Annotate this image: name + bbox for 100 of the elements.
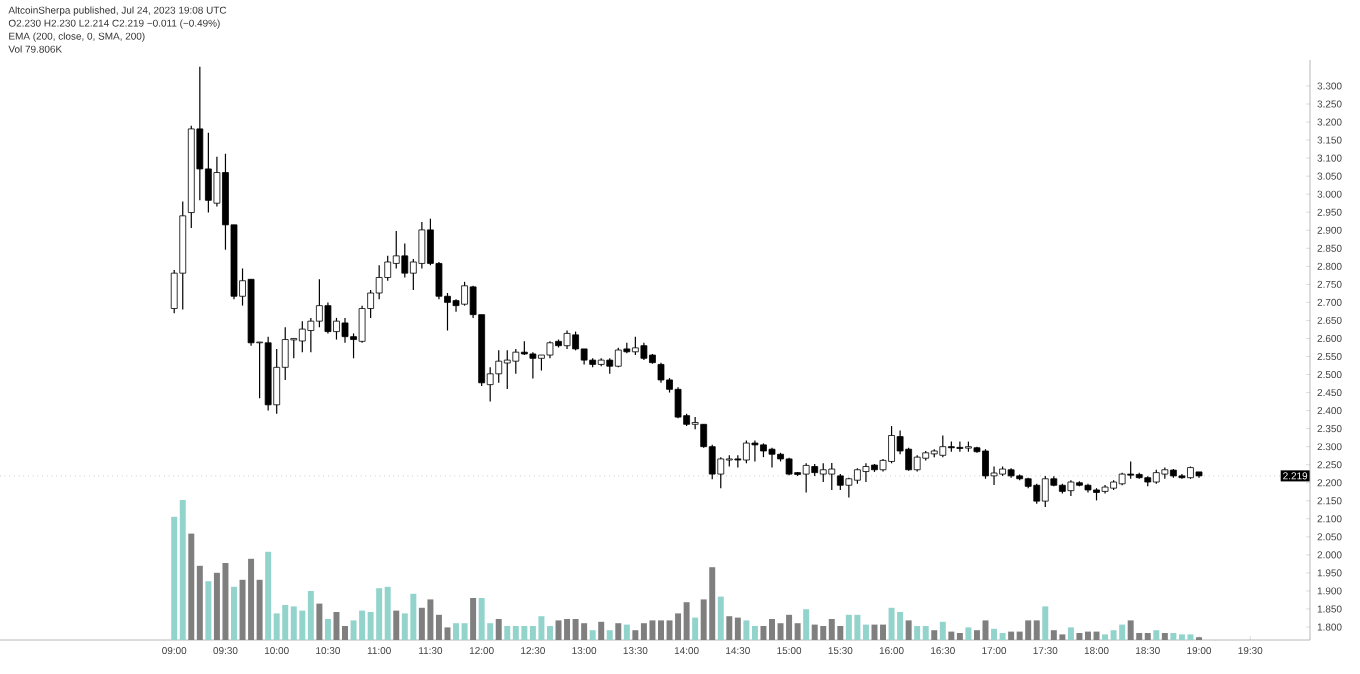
bar [606,630,613,640]
candlestick [298,320,306,353]
bar [1059,634,1066,640]
candlestick [1033,483,1041,505]
bar [1178,634,1185,640]
bar [948,631,955,640]
bar [1042,606,1049,640]
bar [914,626,921,640]
bar [803,609,810,640]
bar [1076,633,1083,640]
bar [965,627,972,640]
bar [376,588,383,640]
bar [871,624,878,640]
bar [1025,620,1032,640]
bar [939,621,946,640]
bar [598,621,605,640]
bar [649,620,656,640]
bar [794,623,801,640]
candlestick [495,349,503,384]
candlestick [512,348,520,375]
bar [828,619,835,640]
bar [1102,634,1109,640]
bar [922,626,929,640]
bar [726,616,733,640]
candlestick [819,462,827,483]
candlestick [828,462,836,491]
bar [931,630,938,640]
bar [410,593,417,640]
bar [615,623,622,640]
bar [1093,631,1100,640]
bar [845,614,852,640]
candlestick [1041,475,1049,508]
bar [1170,633,1177,640]
bar [512,626,519,640]
bar [692,617,699,640]
bar [478,598,485,640]
bar [786,614,793,640]
bar [820,626,827,640]
bar [589,630,596,640]
candlestick [503,349,511,390]
bar [709,567,716,640]
bar [205,581,212,640]
bar [1050,630,1057,640]
bar [418,607,425,640]
candlestick [324,301,332,335]
bar [231,586,237,640]
candlestick [956,441,964,453]
bar [282,605,289,640]
bar [777,623,784,640]
bar [581,623,588,640]
bar [453,623,460,640]
candlestick [341,317,349,344]
bar [734,617,741,640]
bar [1144,633,1151,640]
bar [538,616,545,640]
candlestick [674,386,682,419]
bar [1067,627,1074,640]
candlestick [802,462,810,494]
bar [683,602,690,640]
bar [1110,630,1117,640]
bar [290,606,297,640]
candlestick [529,351,537,380]
bar [751,626,758,640]
bar [743,620,750,640]
bar [521,626,528,640]
bar [393,610,400,640]
candlestick [392,230,400,270]
bar [188,533,195,640]
bar [717,596,724,640]
bar [956,633,963,640]
candlestick [862,462,870,483]
bar [640,623,647,640]
bar [461,623,468,640]
bar [1008,631,1015,640]
bar [811,624,818,640]
bar [837,626,844,640]
bar [632,630,639,640]
candlestick [401,242,409,279]
bar [905,620,912,640]
bar [854,614,861,640]
bar [1127,620,1134,640]
bar [999,633,1006,640]
bar [265,551,272,640]
bar [179,500,186,640]
bar [666,620,673,640]
bar [333,612,340,640]
bar [1119,624,1126,640]
bar [470,598,477,640]
candlestick [657,362,665,384]
bar [564,619,571,640]
candlestick [751,439,759,463]
bar [504,626,511,640]
bar [991,628,998,640]
bar [307,591,314,640]
bar [427,599,434,640]
bar [1033,620,1040,640]
bar [384,586,391,640]
bar [1153,630,1160,640]
bar [760,626,767,640]
bar [1161,633,1168,640]
